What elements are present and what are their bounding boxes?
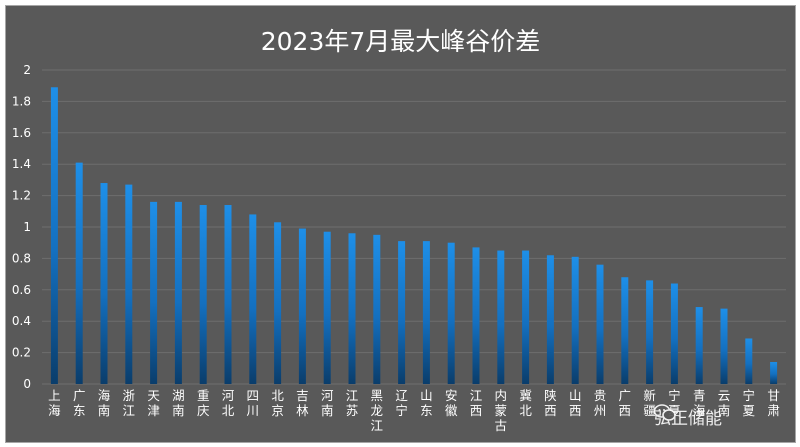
y-tick-label: 0.6	[12, 283, 31, 297]
x-tick-label: 陕西	[544, 388, 557, 418]
bar	[199, 205, 207, 384]
chart-title: 2023年7月最大峰谷价差	[260, 27, 541, 56]
bar	[472, 247, 480, 384]
y-tick-label: 1.2	[12, 189, 31, 203]
bar	[150, 201, 158, 384]
watermark: 弘正储能	[654, 404, 722, 429]
x-tick-label: 广东	[73, 388, 86, 418]
x-tick-label: 新疆	[643, 388, 656, 418]
bar	[373, 234, 381, 384]
x-tick-label: 山西	[569, 388, 582, 418]
bar	[224, 205, 232, 384]
bar	[274, 222, 282, 384]
bar	[497, 250, 505, 384]
x-tick-label: 宁夏	[743, 388, 756, 418]
x-tick-label: 重庆	[197, 388, 210, 418]
bar	[770, 362, 778, 384]
x-tick-label: 黑龙江	[371, 388, 384, 433]
y-tick-label: 0.8	[12, 251, 31, 265]
x-tick-label: 贵州	[594, 388, 607, 418]
bar	[646, 280, 654, 384]
bar	[745, 338, 753, 384]
x-tick-label: 冀北	[519, 388, 532, 418]
bar	[323, 231, 331, 384]
bar	[670, 283, 678, 384]
x-tick-label: 安徽	[445, 388, 458, 418]
x-tick-label: 湖南	[172, 388, 185, 418]
y-tick-label: 1.6	[12, 126, 31, 140]
y-tick-label: 1.4	[12, 157, 31, 171]
x-tick-label: 广西	[619, 388, 632, 418]
bar	[546, 255, 554, 384]
bar	[50, 87, 58, 385]
chart-frame: 2023年7月最大峰谷价差 0 0.2 0.4 0.6 0.8 1 1.2 1.4 1.6 1.8…	[5, 5, 796, 443]
x-tick-label: 辽宁	[395, 388, 408, 418]
bar	[522, 250, 530, 384]
x-tick-label: 江苏	[346, 388, 359, 418]
bar	[621, 277, 629, 384]
bar	[174, 201, 182, 384]
bar	[447, 242, 455, 384]
x-tick-label: 河北	[222, 388, 235, 418]
bar	[571, 256, 579, 384]
bar	[100, 183, 108, 384]
y-tick-label: 1.8	[12, 94, 31, 108]
bar	[398, 241, 406, 384]
y-tick-label: 0	[23, 377, 31, 391]
bar	[348, 233, 356, 384]
x-tick-label: 浙江	[123, 388, 136, 418]
x-tick-label: 吉林	[296, 388, 309, 418]
x-tick-label: 天津	[147, 388, 160, 418]
bar	[125, 184, 133, 384]
x-tick-label: 云南	[718, 388, 731, 418]
x-tick-label: 甘肃	[767, 388, 780, 418]
y-tick-label: 2	[23, 63, 31, 77]
bar	[75, 162, 83, 384]
x-tick-label: 江西	[470, 388, 483, 418]
bar	[596, 264, 604, 384]
x-tick-label: 山东	[420, 388, 433, 418]
y-tick-label: 0.2	[12, 346, 31, 360]
x-tick-label: 上海	[48, 388, 61, 418]
bar	[298, 228, 306, 384]
bar-chart: 0 0.2 0.4 0.6 0.8 1 1.2 1.4 1.6 1.8 2 上海广东海南浙江天津湖南重…	[12, 63, 786, 433]
x-tick-label: 海南	[98, 388, 111, 418]
x-tick-label: 内蒙古	[495, 388, 508, 433]
bar	[695, 307, 703, 384]
x-tick-label: 河南	[321, 388, 334, 418]
x-tick-label: 青海	[693, 388, 706, 418]
bar	[422, 241, 430, 384]
wechat-icon	[654, 404, 676, 421]
x-tick-label: 北京	[271, 388, 284, 418]
bar	[720, 308, 728, 384]
bar	[249, 214, 257, 384]
y-tick-label: 1	[23, 220, 31, 234]
x-tick-label: 四川	[247, 388, 260, 418]
y-tick-label: 0.4	[12, 314, 31, 328]
